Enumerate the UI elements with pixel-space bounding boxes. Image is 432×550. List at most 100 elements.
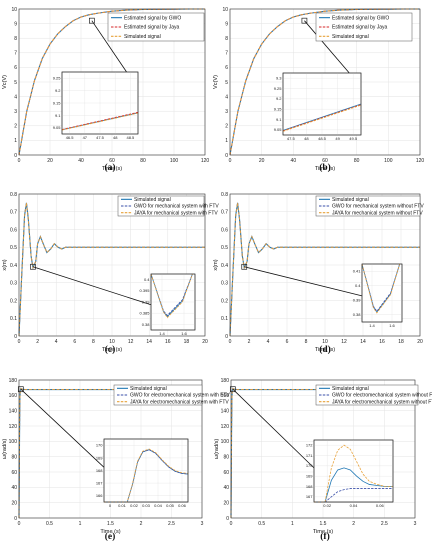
inset-y-tick: 0.39 xyxy=(142,299,151,304)
y-axis-label: x(m) xyxy=(2,259,8,270)
x-tick-label: 0.5 xyxy=(46,521,53,527)
x-tick-label: 2 xyxy=(140,521,143,527)
y-tick-label: 40 xyxy=(11,485,17,491)
inset-y-tick: 0.41 xyxy=(353,269,362,274)
y-tick-label: 0.6 xyxy=(221,227,228,233)
inset-y-tick: 0.395 xyxy=(139,288,150,293)
x-tick-label: 0.5 xyxy=(258,521,265,527)
x-axis-label: Time (s) xyxy=(315,347,335,353)
x-axis-label: Time (s) xyxy=(102,166,122,172)
y-tick-label: 0.5 xyxy=(10,245,17,251)
inset-x-tick: 0.06 xyxy=(178,503,187,508)
x-tick-label: 100 xyxy=(384,158,393,164)
x-tick-label: 20 xyxy=(417,339,423,345)
y-tick-label: 0 xyxy=(225,334,228,340)
chart-panel-c: 0 2 4 6 8 10 12 14 16 18 20 0 0.1 0.2 0.3 0.4 0.5 0.6 0.7 0… xyxy=(2,192,219,355)
y-tick-label: 4 xyxy=(225,94,228,100)
x-tick-label: 40 xyxy=(78,158,84,164)
legend-entry: Simulated signal xyxy=(332,197,369,203)
inset-y-tick: 169 xyxy=(306,474,313,479)
inset-plot: 46.5 47 47.5 48 48.5 9.05 9.1 9.15 9.2 9.25 xyxy=(53,71,139,140)
y-tick-label: 180 xyxy=(221,378,230,384)
legend-entry: GWO for mechanical system with FTV xyxy=(134,204,219,210)
y-tick-label: 80 xyxy=(11,454,17,460)
inset-y-tick: 9.3 xyxy=(276,76,282,81)
x-tick-label: 1.5 xyxy=(107,521,114,527)
legend-box xyxy=(315,195,421,217)
panel-label: (e) xyxy=(105,531,116,542)
y-tick-label: 9 xyxy=(225,21,228,27)
inset-border xyxy=(103,438,189,503)
inset-y-tick: 168 xyxy=(96,468,103,473)
inset-border xyxy=(61,71,139,135)
chart-panel-d: 0 2 4 6 8 10 12 14 16 18 20 0 0.1 0.2 0.3 0.4 0.5 0.6 0.7 0… xyxy=(213,192,424,355)
inset-y-tick: 169 xyxy=(96,455,103,460)
x-tick-label: 20 xyxy=(47,158,53,164)
y-tick-label: 1 xyxy=(14,138,17,144)
inset-y-tick: 9.15 xyxy=(53,100,62,105)
y-tick-label: 60 xyxy=(11,470,17,476)
inset-x-tick: 46.5 xyxy=(66,135,75,140)
x-axis-label: Time (s) xyxy=(313,529,333,535)
x-tick-label: 2 xyxy=(36,339,39,345)
y-axis-label: x(m) xyxy=(213,259,219,270)
zoom-connector xyxy=(232,388,315,469)
y-tick-label: 0.2 xyxy=(221,298,228,304)
zoom-marker xyxy=(229,386,236,393)
inset-plot: 47.5 48 48.5 49 49.5 9.05 9.1 9.15 9.2 9.25 9.3 xyxy=(274,72,362,141)
inset-x-tick: 48 xyxy=(113,135,118,140)
y-axis-label: Vc(V) xyxy=(2,75,8,89)
inset-plot: 1.4 1.6 0.38 0.39 0.4 0.41 xyxy=(353,263,403,328)
inset-y-tick: 0.4 xyxy=(355,283,361,288)
inset-y-tick: 167 xyxy=(306,494,313,499)
legend-entry: Simulated signal xyxy=(124,34,161,40)
y-tick-label: 0 xyxy=(14,334,17,340)
legend-entry: Simulated signal xyxy=(134,197,171,203)
y-tick-label: 40 xyxy=(223,485,229,491)
x-tick-label: 60 xyxy=(322,158,328,164)
zoom-connector xyxy=(32,266,152,306)
inset-x-tick: 48.5 xyxy=(318,136,327,141)
inset-y-tick: 170 xyxy=(306,463,313,468)
x-tick-label: 6 xyxy=(73,339,76,345)
chart-panel-a: 0 20 40 60 80 100 120 0 1 2 3 4 5 6 7 8 9 10 Time (s) Vc(V)… xyxy=(2,7,209,173)
y-axis-label: ω(rad/s) xyxy=(2,439,8,460)
x-tick-label: 16 xyxy=(165,339,171,345)
y-tick-label: 7 xyxy=(225,51,228,57)
y-tick-label: 20 xyxy=(223,500,229,506)
y-tick-label: 100 xyxy=(221,439,230,445)
y-tick-label: 0.3 xyxy=(10,281,17,287)
inset-border xyxy=(361,263,403,323)
inset-series-line-3 xyxy=(314,444,393,503)
zoom-marker xyxy=(88,17,95,24)
legend-entry: GWO for mechanical system without FTV xyxy=(332,204,424,210)
y-tick-label: 140 xyxy=(9,408,18,414)
x-tick-label: 8 xyxy=(305,339,308,345)
x-tick-label: 0 xyxy=(18,521,21,527)
legend-entry: JAYA for mechanical system without FTV xyxy=(332,210,423,216)
x-tick-label: 10 xyxy=(109,339,115,345)
legend-entry: Simulated signal xyxy=(332,34,369,40)
legend-entry: Simulated signal xyxy=(130,386,167,392)
x-tick-label: 6 xyxy=(286,339,289,345)
legend-entry: Simulated signal xyxy=(332,386,369,392)
inset-series-line-2 xyxy=(314,488,393,503)
y-tick-label: 0.7 xyxy=(221,210,228,216)
inset-series-line-1 xyxy=(314,467,393,503)
y-tick-label: 160 xyxy=(221,393,230,399)
inset-x-tick: 0 xyxy=(109,503,112,508)
y-tick-label: 3 xyxy=(225,109,228,115)
x-tick-label: 40 xyxy=(291,158,297,164)
inset-plot: 1.4 1.6 0.38 0.385 0.39 0.395 0.4 xyxy=(139,273,196,336)
legend-entry: GWO for electromechanical system with FT… xyxy=(130,393,230,399)
x-tick-label: 100 xyxy=(170,158,179,164)
legend-box xyxy=(117,195,205,217)
inset-x-tick: 1.6 xyxy=(389,323,395,328)
inset-series-line-3 xyxy=(282,104,362,132)
zoom-connector xyxy=(91,20,127,73)
inset-series-line-3 xyxy=(61,112,139,131)
inset-series-line-1 xyxy=(282,103,362,131)
